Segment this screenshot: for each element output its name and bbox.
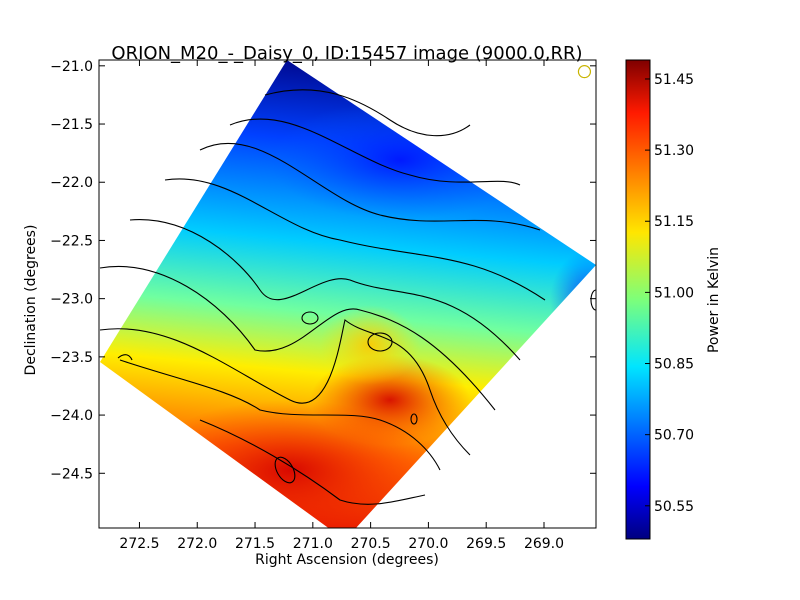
chart-title: ORION_M20_-_Daisy_0, ID:15457 image (900… (111, 43, 582, 64)
contour-loop (367, 332, 393, 352)
colorbar-tick-label: 51.00 (654, 285, 694, 301)
x-tick-label: 270.5 (351, 536, 391, 552)
x-axis: 272.5 272.0 271.5 271.0 270.5 270.0 269.5 269.0 (119, 60, 564, 552)
y-tick-label: −23.5 (50, 350, 93, 366)
x-tick-label: 271.0 (293, 536, 333, 552)
y-tick-label: −24.0 (50, 408, 93, 424)
colorbar-scale (625, 59, 651, 540)
contour-loop (590, 289, 596, 311)
cold-region (270, 100, 530, 220)
contour-loop (301, 311, 319, 325)
colorbar-tick-label: 51.15 (654, 214, 694, 230)
x-tick-label: 271.5 (235, 536, 275, 552)
contour-line (264, 89, 471, 137)
y-tick-label: −22.5 (50, 233, 93, 249)
colorbar-tick-label: 50.55 (654, 499, 694, 515)
y-tick-label: −21.5 (50, 117, 93, 133)
contour-loop (274, 456, 296, 484)
x-tick-label: 272.0 (177, 536, 217, 552)
colorbar-tick-label: 50.85 (654, 357, 694, 373)
contour-line (199, 419, 426, 505)
contour-loop (410, 413, 418, 425)
y-axis-label: Declination (degrees) (23, 225, 39, 376)
x-tick-label: 272.5 (119, 536, 159, 552)
contour-line (119, 359, 441, 471)
contour-line (99, 266, 496, 411)
contour-line (199, 143, 541, 231)
x-tick-label: 270.0 (408, 536, 448, 552)
colorbar-tick-label: 50.70 (654, 428, 694, 444)
warm-region (320, 305, 420, 385)
plot-frame (98, 59, 597, 529)
contour-line (229, 118, 521, 186)
colorbar: 51.45 51.30 51.15 51.00 50.85 50.70 50.55 Powe… (625, 59, 722, 540)
x-tick-label: 269.0 (524, 536, 564, 552)
contour-line (117, 354, 133, 361)
contour-line (164, 178, 546, 301)
contour-line (129, 219, 521, 361)
y-tick-label: −23.0 (50, 292, 93, 308)
colorbar-label: Power in Kelvin (706, 247, 722, 353)
y-axis: −21.0 −21.5 −22.0 −22.5 −23.0 −23.5 −24.0 −24.5 (50, 59, 596, 482)
y-tick-label: −21.0 (50, 59, 93, 75)
contour-line (99, 319, 471, 456)
y-tick-label: −22.0 (50, 175, 93, 191)
y-tick-label: −24.5 (50, 466, 93, 482)
contours (99, 89, 596, 505)
colorbar-ticks: 51.45 51.30 51.15 51.00 50.85 50.70 50.55 (645, 72, 694, 515)
beam-marker (577, 65, 592, 79)
heatmap (99, 60, 596, 528)
cold-region-east (550, 250, 596, 350)
colorbar-tick-label: 51.30 (654, 143, 694, 159)
x-axis-label: Right Ascension (degrees) (255, 552, 439, 568)
colorbar-tick-label: 51.45 (654, 72, 694, 88)
x-tick-label: 269.5 (466, 536, 506, 552)
